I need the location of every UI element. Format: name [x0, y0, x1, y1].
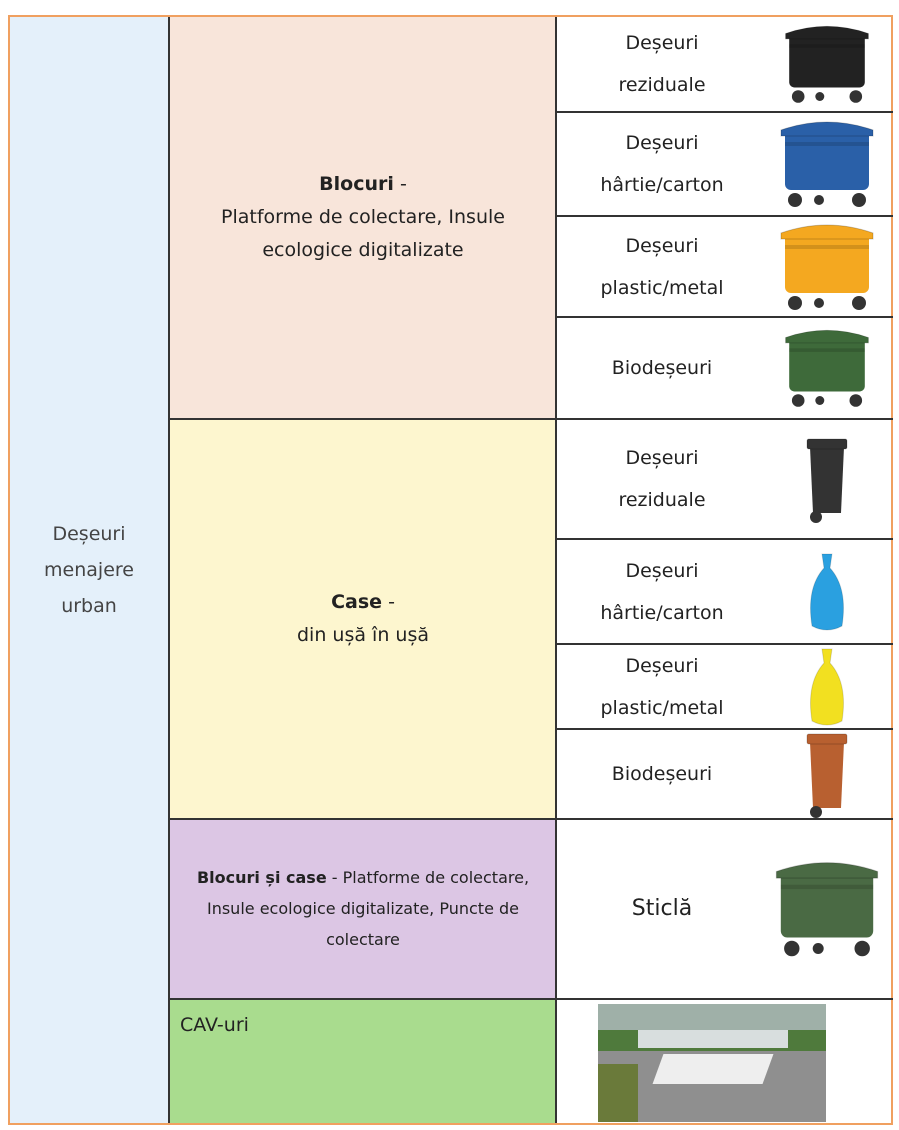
item-line: reziduale	[618, 64, 705, 106]
item-cell: Sticlă	[557, 820, 893, 1000]
photo	[598, 1004, 826, 1122]
bin-icon	[802, 548, 852, 638]
item-line: Deșeuri	[625, 225, 698, 267]
item-label: Sticlă	[557, 820, 767, 998]
section-title: Blocuri	[319, 173, 394, 195]
item-cell: Biodeșeuri	[557, 730, 893, 820]
item-line: Biodeșeuri	[612, 347, 712, 389]
section-separator: -	[332, 868, 338, 887]
section-cell: Blocuri și case - Platforme de colectare…	[170, 820, 556, 1000]
left-line: menajere	[44, 552, 134, 588]
section-cell: Case - din ușă în ușă	[170, 420, 556, 820]
section-title: Blocuri și case	[197, 868, 327, 887]
photo-building	[653, 1054, 774, 1084]
item-line: hârtie/carton	[600, 592, 723, 634]
photo-roof	[638, 1030, 788, 1048]
bin-icon	[782, 324, 872, 414]
item-line: Deșeuri	[625, 437, 698, 479]
item-line: reziduale	[618, 479, 705, 521]
section-cell: Blocuri - Platforme de colectare, Insule…	[170, 17, 556, 420]
section-cell: CAV-uri	[170, 1000, 556, 1123]
item-line: plastic/metal	[600, 687, 723, 729]
photo-trees	[598, 1064, 638, 1122]
item-line: hârtie/carton	[600, 164, 723, 206]
bin-icon	[802, 730, 852, 820]
page: Deșeuri menajere urban Blocuri - Platfor…	[0, 0, 899, 1130]
section-title: Case	[331, 591, 382, 613]
bin-icon	[782, 20, 872, 110]
item-line: plastic/metal	[600, 267, 723, 309]
section-heading: Case -	[331, 586, 395, 619]
bin-icon	[802, 435, 852, 525]
bin-icon	[777, 223, 877, 313]
item-label: Biodeșeuri	[557, 730, 767, 818]
item-cell: Biodeșeuri	[557, 318, 893, 420]
item-line: Deșeuri	[625, 550, 698, 592]
section-title: CAV-uri	[180, 1010, 546, 1040]
section-text: din ușă în ușă	[297, 619, 429, 652]
bin-icon	[772, 855, 882, 965]
left-line: Deșeuri	[52, 516, 125, 552]
bin-icon	[802, 643, 852, 733]
left-cell: Deșeuri menajere urban	[10, 17, 170, 1123]
item-line: Deșeuri	[625, 22, 698, 64]
section-separator: -	[400, 173, 407, 195]
item-label: Biodeșeuri	[557, 318, 767, 418]
item-line: Deșeuri	[625, 645, 698, 687]
bin-icon	[777, 120, 877, 210]
section-text: Platforme de colectare, Insule ecologice…	[170, 201, 556, 267]
item-line: Sticlă	[632, 888, 692, 930]
section-separator: -	[388, 591, 395, 613]
item-line: Deșeuri	[625, 122, 698, 164]
left-line: urban	[61, 588, 117, 624]
item-line: Biodeșeuri	[612, 753, 712, 795]
section-heading: Blocuri -	[319, 168, 407, 201]
